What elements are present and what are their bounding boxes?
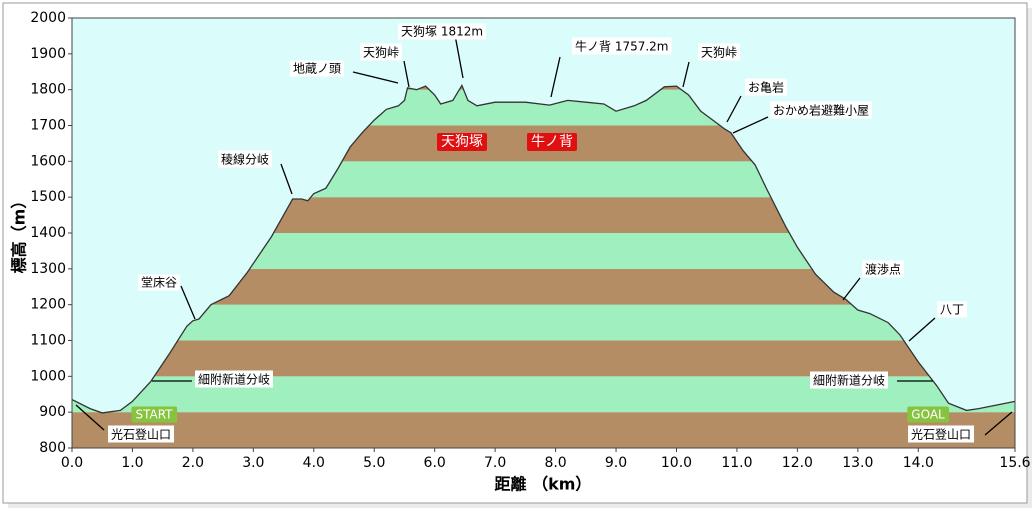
annotation-bg	[108, 425, 175, 443]
annotation-line	[984, 411, 1013, 436]
tag-bg	[527, 133, 577, 151]
y-tick-label: 1800	[30, 82, 66, 98]
annotation-label: 光石登山口	[111, 427, 171, 442]
annotation-label: おかめ岩避難小屋	[773, 103, 869, 118]
annotation-bg	[398, 23, 487, 40]
tag-label: 牛ノ背	[531, 134, 573, 150]
annotation-bg	[745, 78, 788, 96]
annotation-line	[454, 34, 464, 79]
y-tick-label: 2000	[30, 10, 66, 26]
y-tick-label: 1900	[30, 46, 66, 62]
tag-bg	[131, 406, 178, 423]
annotation-label: 八丁	[940, 303, 964, 317]
annotation-line	[908, 317, 936, 342]
x-tick-label: 11.0	[721, 455, 752, 471]
tag-label: 天狗塚	[441, 134, 483, 150]
elevation-band	[72, 340, 1015, 377]
x-tick-label: 7.0	[484, 455, 506, 471]
annotation-bg	[862, 260, 905, 278]
tag-label: GOAL	[911, 408, 945, 422]
y-tick-label: 1000	[30, 368, 66, 384]
annotation-bg	[698, 43, 741, 61]
annotation-line	[180, 285, 196, 320]
y-tick-label: 1200	[30, 297, 66, 313]
annotation-label: 地蔵ノ頭	[293, 62, 341, 76]
x-tick-label: 0.0	[61, 455, 83, 471]
annotation-label: 天狗塚 1812m	[401, 25, 483, 39]
y-tick-label: 800	[39, 440, 66, 456]
annotation-label: 細附新道分岐	[813, 373, 885, 388]
x-tick-label: 2.0	[182, 455, 204, 471]
annotation-bg	[937, 301, 968, 318]
annotation-bg	[360, 43, 403, 61]
elevation-line	[71, 83, 1016, 414]
x-tick-label: 12.0	[782, 455, 813, 471]
annotation-label: 堂床谷	[141, 276, 177, 290]
annotation-line	[726, 95, 742, 123]
annotation-label: 天狗峠	[363, 45, 399, 60]
x-tick-label: 1.0	[121, 455, 143, 471]
annotation-line	[550, 56, 561, 98]
annotation-label: 光石登山口	[911, 427, 971, 442]
x-tick-label: 5.0	[363, 455, 385, 471]
tag-bg	[437, 133, 487, 151]
y-tick-label: 900	[39, 404, 66, 420]
x-tick-label: 13.0	[842, 455, 873, 471]
annotation-line	[75, 404, 105, 431]
annotation-line	[732, 116, 769, 134]
annotation-bg	[138, 274, 181, 291]
annotation-line	[682, 61, 690, 88]
x-tick-label: 4.0	[303, 455, 325, 471]
annotation-line	[842, 277, 861, 301]
annotation-bg	[195, 370, 274, 388]
annotation-bg	[810, 371, 889, 389]
annotation-label: お亀岩	[748, 80, 784, 95]
tag-bg	[907, 406, 950, 423]
x-tick-label: 9.0	[605, 455, 627, 471]
y-tick-label: 1700	[30, 118, 66, 134]
x-tick-label: 8.0	[544, 455, 566, 471]
x-tick-label: 10.0	[661, 455, 692, 471]
annotation-label: 天狗峠	[701, 45, 737, 60]
annotation-line	[352, 71, 399, 84]
annotation-line	[280, 163, 293, 195]
y-tick-label: 1300	[30, 261, 66, 277]
x-tick-label: 15.6	[999, 455, 1030, 471]
y-tick-label: 1600	[30, 153, 66, 169]
annotation-bg	[218, 150, 273, 168]
annotation-label: 細附新道分岐	[198, 372, 270, 387]
annotation-line	[403, 60, 410, 88]
x-tick-label: 3.0	[242, 455, 264, 471]
y-tick-label: 1400	[30, 225, 66, 241]
y-axis-label: 標高（m）	[10, 193, 29, 274]
annotation-label: 渡渉点	[865, 262, 901, 277]
tag-label: START	[135, 408, 173, 422]
annotation-bg	[572, 37, 672, 55]
annotation-label: 牛ノ背 1757.2m	[575, 39, 669, 54]
annotation-bg	[770, 101, 873, 119]
x-axis-label: 距離 （km）	[495, 475, 592, 494]
elevation-band	[72, 412, 1015, 448]
x-tick-label: 6.0	[424, 455, 446, 471]
y-tick-label: 1100	[30, 333, 66, 349]
y-tick-label: 1500	[30, 189, 66, 205]
annotation-bg	[908, 425, 975, 443]
annotation-bg	[290, 60, 345, 77]
x-tick-label: 14.0	[903, 455, 934, 471]
annotation-label: 稜線分岐	[221, 152, 269, 167]
